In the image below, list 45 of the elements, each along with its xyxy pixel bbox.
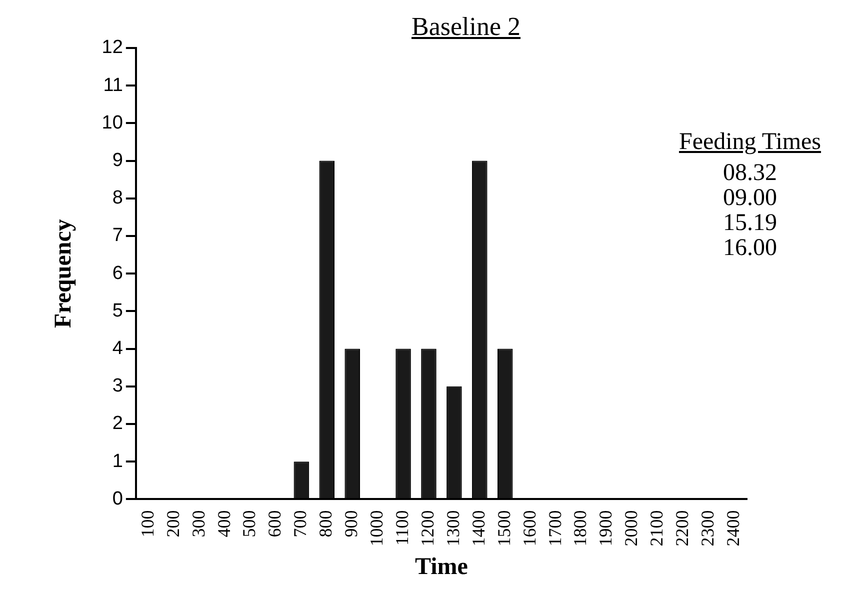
x-axis-title: Time <box>415 554 468 580</box>
y-tick-label: 6 <box>112 262 123 284</box>
annotation: 16.00 <box>722 235 778 261</box>
x-tick-label: 700 <box>290 510 310 538</box>
annotation: 08.32 <box>722 160 778 186</box>
x-tick-label: 800 <box>316 510 336 538</box>
x-tick-label: 2400 <box>723 510 744 546</box>
y-tick-label: 11 <box>103 74 123 96</box>
y-tick-label: 1 <box>112 450 123 472</box>
annotation: 09.00 <box>722 185 778 211</box>
annotation: Feeding Times <box>678 129 822 155</box>
x-tick-label: 900 <box>341 510 362 538</box>
x-tick-label: 300 <box>188 510 208 538</box>
y-tick-label: 4 <box>112 338 124 360</box>
y-tick-label: 2 <box>112 413 123 434</box>
x-tick-label: 1900 <box>596 510 616 546</box>
chart-title: Baseline 2 <box>411 12 521 41</box>
x-tick-label: 1000 <box>366 510 387 546</box>
x-tick-label: 1200 <box>417 510 438 546</box>
x-tick-label: 1400 <box>468 510 488 546</box>
y-tick-label: 8 <box>112 188 123 209</box>
x-tick-label: 2000 <box>621 510 642 546</box>
y-tick-label: 12 <box>102 37 123 58</box>
x-tick-label: 1600 <box>519 510 540 546</box>
y-axis-title: Frequency <box>50 219 77 328</box>
y-tick-label: 5 <box>112 300 123 322</box>
x-tick-label: 200 <box>162 510 183 538</box>
x-tick-label: 1500 <box>494 510 514 546</box>
x-tick-label: 2200 <box>672 510 692 546</box>
x-tick-label: 1700 <box>544 510 565 546</box>
y-tick-label: 10 <box>102 112 123 134</box>
annotation: 15.19 <box>722 210 778 236</box>
x-tick-label: 2100 <box>646 510 667 546</box>
y-tick-label: 3 <box>112 376 123 397</box>
x-tick-label: 400 <box>214 510 234 538</box>
x-tick-label: 1100 <box>392 510 412 546</box>
x-tick-label: 500 <box>239 510 260 538</box>
x-tick-label: 2300 <box>698 510 718 546</box>
x-tick-label: 600 <box>264 510 285 538</box>
x-tick-label: 100 <box>137 510 158 538</box>
y-tick-label: 7 <box>112 225 123 246</box>
x-tick-label: 1800 <box>570 510 590 546</box>
y-tick-label: 0 <box>112 488 123 510</box>
x-tick-label: 1300 <box>442 510 463 546</box>
y-tick-label: 9 <box>112 150 123 172</box>
